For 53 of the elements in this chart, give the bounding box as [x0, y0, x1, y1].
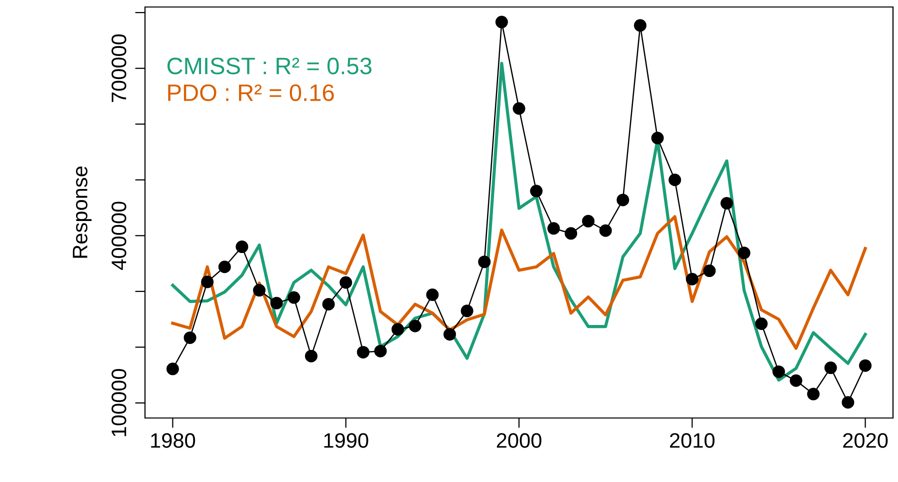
point	[807, 388, 820, 400]
point	[842, 396, 854, 409]
point	[703, 264, 716, 278]
point	[322, 298, 335, 310]
y-axis-title: Response	[72, 166, 92, 258]
point	[634, 19, 646, 32]
point	[720, 197, 734, 210]
point	[392, 323, 404, 336]
point	[824, 362, 837, 374]
point	[374, 344, 387, 358]
point	[512, 102, 526, 115]
line-series	[171, 215, 867, 350]
point	[651, 132, 664, 144]
point	[668, 174, 682, 186]
point	[564, 227, 578, 240]
point	[772, 365, 785, 378]
point	[236, 240, 248, 254]
point	[790, 374, 802, 387]
point	[184, 331, 196, 344]
point	[426, 288, 439, 302]
point	[356, 346, 370, 358]
point	[166, 362, 179, 376]
point	[270, 296, 283, 310]
point	[478, 256, 491, 268]
point	[408, 320, 422, 332]
point	[599, 224, 612, 237]
text: PDO : R² = 0.16	[168, 84, 334, 102]
point	[443, 328, 456, 341]
x-tick-label: 2020	[843, 433, 888, 448]
point	[253, 284, 266, 297]
x-tick-label: 1990	[324, 433, 368, 448]
point	[288, 291, 300, 304]
point	[340, 276, 352, 289]
x-tick-label: 2000	[496, 433, 542, 448]
point	[616, 194, 630, 206]
point	[547, 222, 560, 235]
point	[755, 318, 768, 330]
point	[218, 260, 231, 274]
point	[201, 276, 214, 288]
y-tick-label: 400000	[112, 202, 126, 270]
point	[859, 359, 872, 372]
point	[530, 184, 543, 198]
x-tick-label: 1980	[151, 433, 196, 448]
x-tick-label: 2010	[670, 433, 715, 448]
point	[582, 214, 595, 228]
point	[495, 16, 508, 28]
point	[304, 350, 318, 362]
y-tick-label: 100000	[112, 368, 126, 436]
point	[738, 246, 750, 260]
text: CMISST : R² = 0.53	[167, 58, 372, 74]
point	[686, 272, 698, 286]
point	[460, 304, 474, 318]
y-tick-label: 700000	[112, 34, 126, 102]
